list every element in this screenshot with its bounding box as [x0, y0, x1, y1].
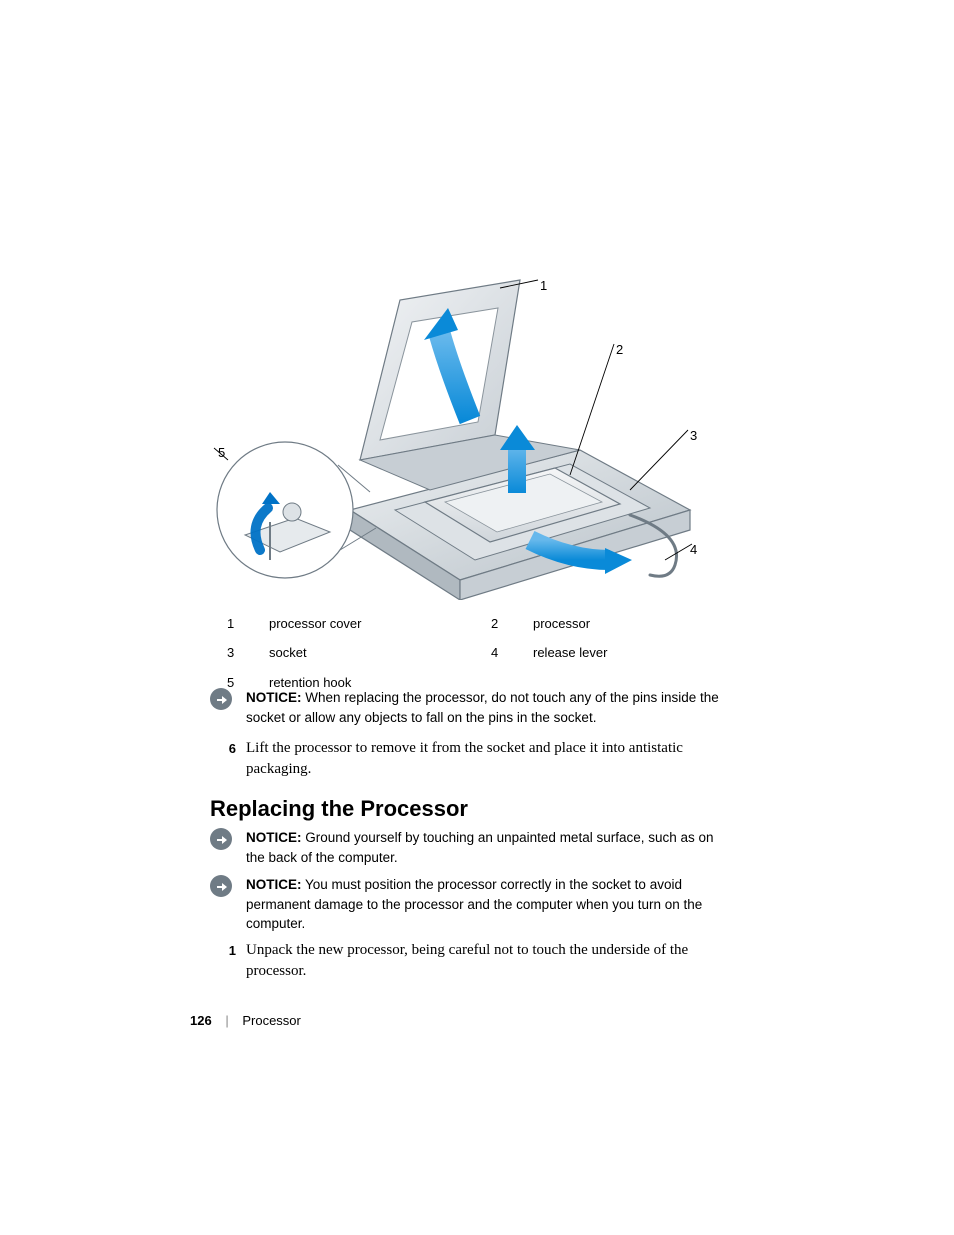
notice-icon	[210, 828, 242, 856]
legend-label: socket	[269, 639, 489, 666]
processor-cover	[360, 280, 580, 490]
legend-num: 1	[227, 610, 267, 637]
legend-num: 3	[227, 639, 267, 666]
notice-text: When replacing the processor, do not tou…	[246, 690, 719, 725]
step-row: 1 Unpack the new processor, being carefu…	[210, 940, 740, 982]
manual-page: 1 2 3 4 5 1 processor cover 2 processor …	[0, 0, 954, 1235]
callout-3: 3	[690, 428, 697, 443]
legend-num: 2	[491, 610, 531, 637]
page-number: 126	[190, 1013, 212, 1028]
notice-block: NOTICE: When replacing the processor, do…	[210, 688, 730, 727]
callout-1: 1	[540, 278, 547, 293]
step-text: Unpack the new processor, being careful …	[246, 940, 740, 982]
footer-separator: |	[225, 1013, 228, 1028]
legend-label: processor	[533, 610, 723, 637]
notice-icon	[210, 688, 242, 716]
notice-block: NOTICE: Ground yourself by touching an u…	[210, 828, 730, 867]
legend-num: 4	[491, 639, 531, 666]
page-footer: 126 | Processor	[190, 1013, 301, 1028]
section-heading: Replacing the Processor	[210, 796, 468, 822]
notice-text: You must position the processor correctl…	[246, 877, 702, 931]
legend-row: 3 socket 4 release lever	[227, 639, 723, 666]
notice-label: NOTICE:	[246, 830, 302, 845]
step-number: 1	[210, 940, 236, 960]
step-number: 6	[210, 738, 236, 758]
legend-label: release lever	[533, 639, 723, 666]
step-text: Lift the processor to remove it from the…	[246, 738, 740, 780]
notice-icon	[210, 875, 242, 903]
notice-text: Ground yourself by touching an unpainted…	[246, 830, 714, 865]
retention-hook-detail	[217, 442, 376, 578]
callout-2: 2	[616, 342, 623, 357]
notice-block: NOTICE: You must position the processor …	[210, 875, 730, 934]
notice-label: NOTICE:	[246, 690, 302, 705]
footer-section: Processor	[242, 1013, 301, 1028]
step-row: 6 Lift the processor to remove it from t…	[210, 738, 740, 780]
legend-label: processor cover	[269, 610, 489, 637]
diagram-legend: 1 processor cover 2 processor 3 socket 4…	[225, 608, 725, 698]
legend-row: 1 processor cover 2 processor	[227, 610, 723, 637]
processor-diagram	[200, 260, 720, 600]
notice-label: NOTICE:	[246, 877, 302, 892]
callout-5: 5	[218, 445, 225, 460]
processor-diagram-svg	[200, 260, 720, 600]
callout-4: 4	[690, 542, 697, 557]
